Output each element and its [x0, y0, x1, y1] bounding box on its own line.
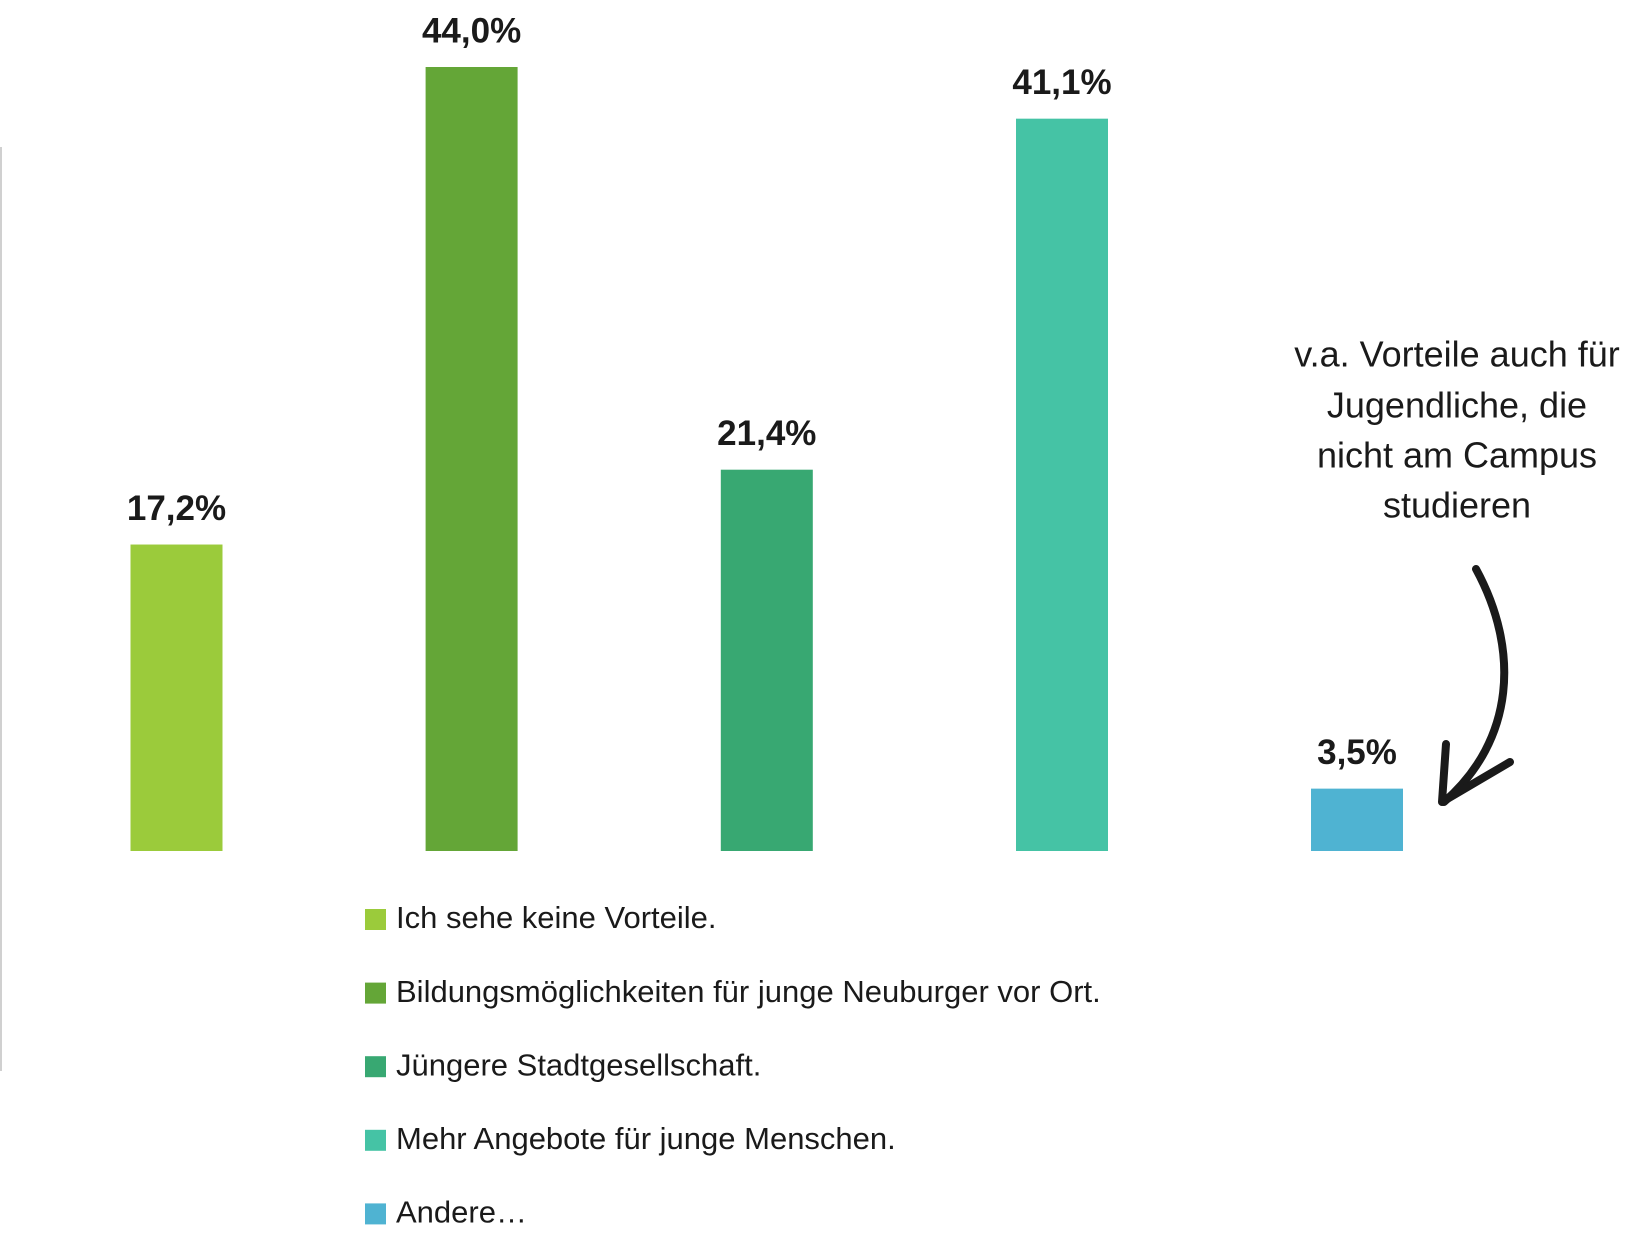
- bar: [425, 67, 518, 851]
- bar: [720, 469, 813, 851]
- value-label: 41,1%: [1012, 63, 1111, 102]
- legend-label: Jüngere Stadtgesellschaft.: [396, 1047, 761, 1082]
- annotation: v.a. Vorteile auch für Jugendliche, die …: [1294, 334, 1620, 806]
- legend-label: Mehr Angebote für junge Menschen.: [396, 1121, 896, 1156]
- legend-swatch: [365, 982, 386, 1004]
- bar: [130, 544, 223, 851]
- legend-label: Andere…: [396, 1195, 527, 1230]
- annotation-line: Jugendliche, die: [1327, 385, 1587, 426]
- legend-swatch: [365, 1203, 386, 1225]
- legend-swatch: [365, 1056, 386, 1078]
- bar: [1016, 118, 1108, 851]
- bar: [1311, 788, 1403, 851]
- legend-swatch: [365, 909, 386, 930]
- annotation-line: v.a. Vorteile auch für: [1294, 334, 1620, 375]
- arrow: [1440, 565, 1509, 806]
- legend-label: Bildungsmöglichkeiten für junge Neuburge…: [396, 974, 1101, 1009]
- annotation-line: studieren: [1383, 485, 1531, 526]
- value-label: 44,0%: [422, 11, 521, 50]
- value-label: 17,2%: [127, 489, 226, 528]
- legend-swatch: [365, 1129, 386, 1151]
- value-label: 21,4%: [717, 414, 816, 453]
- annotation-line: nicht am Campus: [1317, 435, 1597, 476]
- arrow-head: [1438, 740, 1514, 806]
- legend-label: Ich sehe keine Vorteile.: [396, 900, 717, 935]
- value-label: 3,5%: [1317, 733, 1397, 772]
